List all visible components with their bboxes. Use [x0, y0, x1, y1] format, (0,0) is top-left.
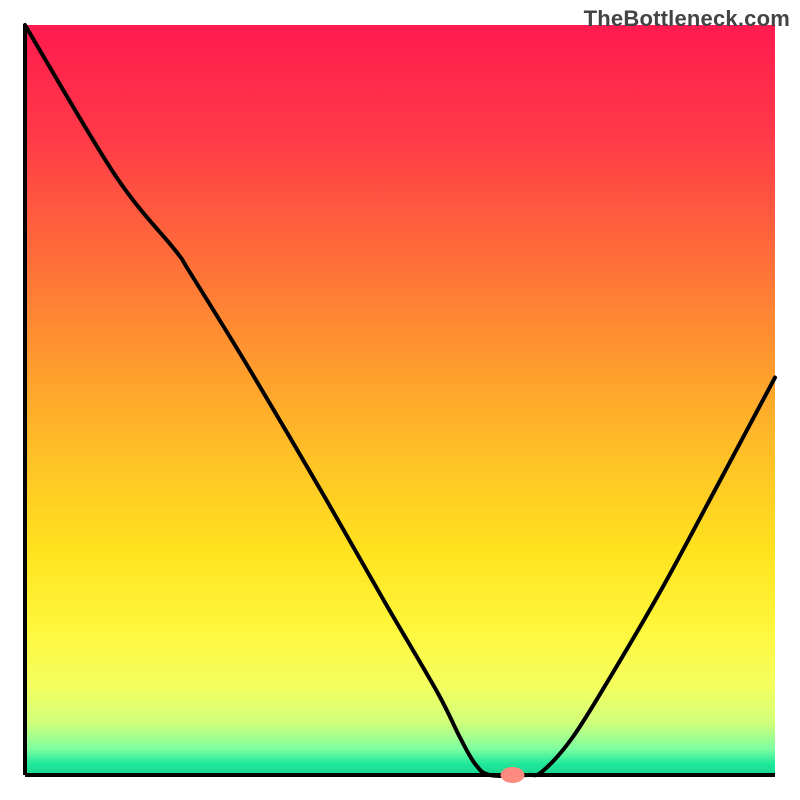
- watermark-text: TheBottleneck.com: [584, 6, 790, 32]
- bottleneck-chart: TheBottleneck.com: [0, 0, 800, 800]
- chart-canvas: [0, 0, 800, 800]
- optimal-marker: [501, 767, 525, 783]
- gradient-background: [25, 25, 775, 775]
